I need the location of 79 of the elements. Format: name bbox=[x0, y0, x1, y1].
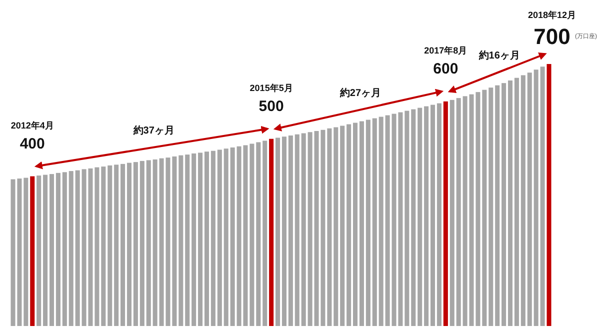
annotation: 2015年5月 bbox=[250, 82, 293, 93]
bar bbox=[404, 110, 410, 326]
bar bbox=[482, 90, 487, 326]
bar bbox=[488, 88, 494, 326]
bar bbox=[546, 64, 552, 326]
text: 約16ヶ月 bbox=[478, 50, 520, 62]
bar bbox=[534, 70, 538, 326]
bar bbox=[269, 138, 274, 326]
bar bbox=[424, 106, 429, 326]
bar bbox=[68, 171, 74, 326]
bar bbox=[508, 80, 513, 326]
bar bbox=[146, 160, 151, 326]
bar bbox=[294, 134, 300, 326]
bar bbox=[514, 78, 519, 326]
bar bbox=[49, 174, 54, 326]
data-label: 400 bbox=[20, 135, 45, 152]
bar bbox=[372, 118, 377, 326]
bar bbox=[495, 85, 500, 326]
bar bbox=[108, 165, 112, 326]
bar bbox=[366, 120, 370, 326]
bar bbox=[450, 100, 454, 326]
bar bbox=[527, 72, 532, 326]
annotation: 約27ヶ月 bbox=[338, 87, 382, 100]
bar bbox=[43, 174, 48, 326]
bar bbox=[178, 155, 184, 326]
text: 2017年8月 bbox=[424, 45, 468, 56]
bar bbox=[520, 75, 526, 326]
bar bbox=[436, 103, 442, 326]
bar bbox=[250, 144, 254, 326]
bar bbox=[101, 166, 106, 326]
bar bbox=[288, 135, 293, 326]
bar bbox=[24, 178, 28, 326]
data-label: 700 bbox=[534, 24, 570, 49]
bar bbox=[126, 162, 132, 326]
bar bbox=[353, 122, 358, 326]
bar bbox=[346, 124, 352, 326]
bar bbox=[385, 115, 390, 326]
bar bbox=[217, 150, 222, 326]
text: 2018年12月 bbox=[528, 10, 576, 20]
bar bbox=[411, 109, 416, 326]
bar bbox=[140, 160, 144, 326]
bar bbox=[430, 104, 436, 326]
bar bbox=[120, 164, 126, 326]
bar bbox=[62, 172, 67, 326]
bar bbox=[301, 133, 306, 326]
bar bbox=[172, 156, 177, 326]
bar bbox=[256, 142, 261, 326]
bar bbox=[56, 172, 60, 326]
bar bbox=[308, 132, 312, 326]
bar bbox=[36, 176, 42, 326]
bar bbox=[30, 176, 35, 326]
bar bbox=[540, 66, 545, 326]
bar bbox=[210, 150, 216, 326]
bar bbox=[359, 121, 364, 326]
bar bbox=[133, 162, 138, 326]
bar bbox=[378, 116, 384, 326]
bar bbox=[185, 154, 190, 326]
bar bbox=[418, 108, 422, 326]
bar bbox=[334, 127, 338, 326]
bar bbox=[192, 153, 196, 326]
bar bbox=[443, 101, 448, 326]
bar bbox=[224, 148, 228, 326]
bar bbox=[327, 128, 332, 326]
bar bbox=[198, 152, 203, 326]
annotation: 2012年4月 bbox=[10, 120, 54, 130]
bar bbox=[502, 83, 506, 326]
annotation: 約37ヶ月 bbox=[132, 124, 174, 137]
bar bbox=[340, 126, 345, 326]
bar bbox=[456, 98, 461, 326]
data-label: 600 bbox=[433, 60, 458, 78]
bar bbox=[282, 136, 286, 326]
bar bbox=[230, 147, 235, 326]
bar bbox=[204, 152, 209, 326]
bar bbox=[75, 170, 80, 326]
bar bbox=[152, 159, 158, 326]
bar bbox=[262, 140, 268, 326]
data-label: 500 bbox=[258, 98, 284, 115]
bar bbox=[276, 138, 280, 326]
bar bbox=[114, 164, 119, 326]
